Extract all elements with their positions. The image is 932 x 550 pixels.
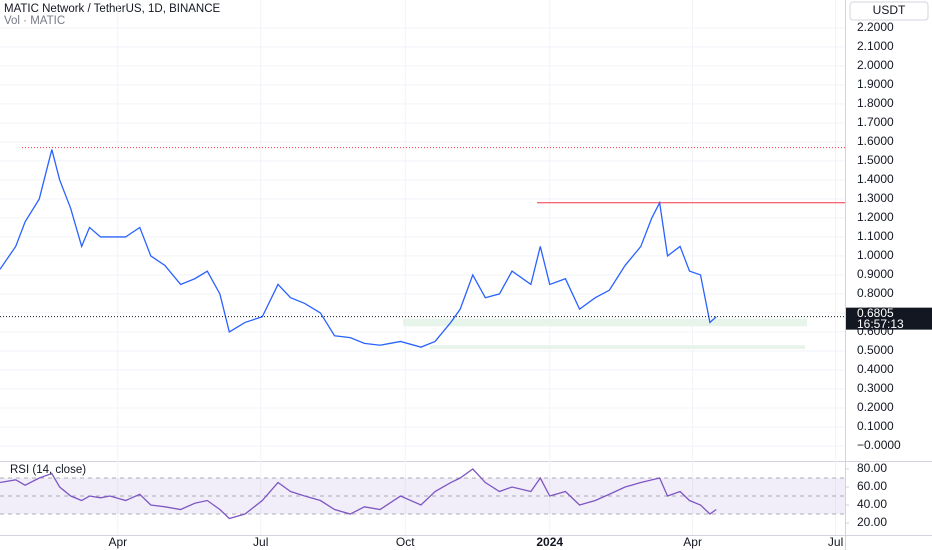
- rsi-line: [0, 468, 717, 520]
- price-line: [0, 149, 717, 348]
- rsi-tick-label: 20.00: [857, 515, 887, 529]
- last-price: 0.6805: [857, 306, 894, 320]
- y-tick-label: 2.1000: [857, 39, 894, 53]
- x-tick-label: Apr: [108, 535, 127, 549]
- volume-label: Vol · MATIC: [4, 15, 65, 27]
- y-tick-label: 2.2000: [857, 20, 894, 34]
- y-tick-label: 1.1000: [857, 229, 894, 243]
- rsi-tick-label: 40.00: [857, 497, 887, 511]
- x-tick-label: Jul: [828, 535, 843, 549]
- y-tick-label: 0.5000: [857, 343, 894, 357]
- last-price-badge: [846, 307, 932, 330]
- rsi-tick-label: 80.00: [857, 461, 887, 475]
- y-tick-label: 1.4000: [857, 172, 894, 186]
- y-tick-label: −0.0000: [857, 438, 901, 452]
- y-tick-label: 1.8000: [857, 96, 894, 110]
- y-tick-label: 2.0000: [857, 58, 894, 72]
- y-tick-label: 1.2000: [857, 210, 894, 224]
- countdown: 16:57:13: [857, 317, 904, 331]
- y-tick-label: 0.2000: [857, 400, 894, 414]
- y-tick-label: 1.5000: [857, 153, 894, 167]
- y-tick-label: 0.4000: [857, 362, 894, 376]
- x-tick-label: Jul: [253, 535, 268, 549]
- currency-button[interactable]: [849, 1, 929, 21]
- x-tick-label: Apr: [683, 535, 702, 549]
- y-tick-label: 1.6000: [857, 134, 894, 148]
- rsi-tick-label: 60.00: [857, 479, 887, 493]
- support-zone: [430, 345, 805, 350]
- y-tick-label: 0.8000: [857, 286, 894, 300]
- y-tick-label: 0.9000: [857, 267, 894, 281]
- support-zone: [403, 318, 807, 327]
- rsi-title: RSI (14, close): [10, 464, 86, 476]
- rsi-band: [0, 478, 845, 515]
- x-tick-label: 2024: [536, 535, 563, 549]
- y-tick-label: 1.0000: [857, 248, 894, 262]
- x-tick-label: Oct: [396, 535, 415, 549]
- currency: USDT: [873, 3, 906, 17]
- y-tick-label: 1.9000: [857, 77, 894, 91]
- y-tick-label: 1.3000: [857, 191, 894, 205]
- chart-title: MATIC Network / TetherUS, 1D, BINANCE: [4, 3, 221, 15]
- y-tick-label: 0.3000: [857, 381, 894, 395]
- y-tick-label: 1.7000: [857, 115, 894, 129]
- y-tick-label: 0.1000: [857, 419, 894, 433]
